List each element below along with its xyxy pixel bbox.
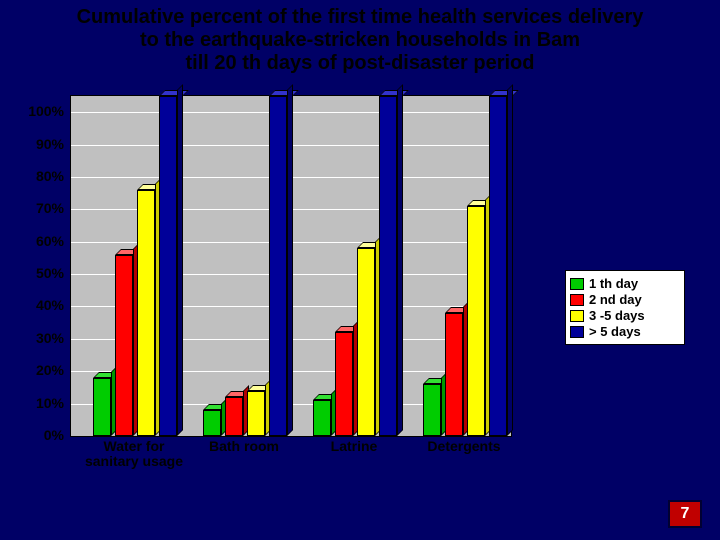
x-category-label: Water for sanitary usage: [79, 439, 189, 468]
x-category-label: Latrine: [299, 439, 409, 454]
legend-swatch: [570, 310, 584, 322]
y-tick-label: 30%: [14, 330, 64, 346]
legend: 1 th day2 nd day3 -5 days> 5 days: [565, 270, 685, 345]
bar: [225, 397, 243, 436]
bar: [93, 378, 111, 436]
bar: [313, 400, 331, 436]
bar: [379, 96, 397, 436]
legend-item: 2 nd day: [570, 292, 680, 307]
bar: [203, 410, 221, 436]
bar: [159, 96, 177, 436]
legend-swatch: [570, 294, 584, 306]
title-line-1: Cumulative percent of the first time hea…: [0, 6, 720, 29]
legend-item: > 5 days: [570, 324, 680, 339]
y-tick-label: 0%: [14, 427, 64, 443]
y-tick-label: 10%: [14, 395, 64, 411]
legend-swatch: [570, 326, 584, 338]
y-tick-label: 60%: [14, 233, 64, 249]
y-tick-label: 20%: [14, 362, 64, 378]
legend-item: 3 -5 days: [570, 308, 680, 323]
bar: [423, 384, 441, 436]
legend-label: > 5 days: [589, 324, 641, 339]
bar: [489, 96, 507, 436]
chart-area: 0% 10% 20% 30% 40% 50% 60% 70% 80% 90% 100% Water …: [10, 95, 550, 525]
bar: [115, 255, 133, 436]
bar: [335, 332, 353, 436]
plot-area: [70, 95, 512, 437]
bar: [137, 190, 155, 436]
bar: [269, 96, 287, 436]
legend-label: 1 th day: [589, 276, 638, 291]
y-tick-label: 90%: [14, 136, 64, 152]
title-line-2: to the earthquake-stricken households in…: [0, 29, 720, 52]
y-tick-label: 50%: [14, 265, 64, 281]
legend-swatch: [570, 278, 584, 290]
legend-label: 2 nd day: [589, 292, 642, 307]
title-line-3: till 20 th days of post-disaster period: [0, 52, 720, 75]
page-number: 7: [668, 500, 702, 528]
y-tick-label: 100%: [14, 103, 64, 119]
legend-item: 1 th day: [570, 276, 680, 291]
legend-label: 3 -5 days: [589, 308, 645, 323]
bar: [445, 313, 463, 436]
y-tick-label: 40%: [14, 297, 64, 313]
x-category-label: Detergents: [409, 439, 519, 454]
chart-title: Cumulative percent of the first time hea…: [0, 6, 720, 75]
bar: [467, 206, 485, 436]
y-tick-label: 80%: [14, 168, 64, 184]
bar: [357, 248, 375, 436]
x-category-label: Bath room: [189, 439, 299, 454]
y-tick-label: 70%: [14, 200, 64, 216]
bar: [247, 391, 265, 436]
